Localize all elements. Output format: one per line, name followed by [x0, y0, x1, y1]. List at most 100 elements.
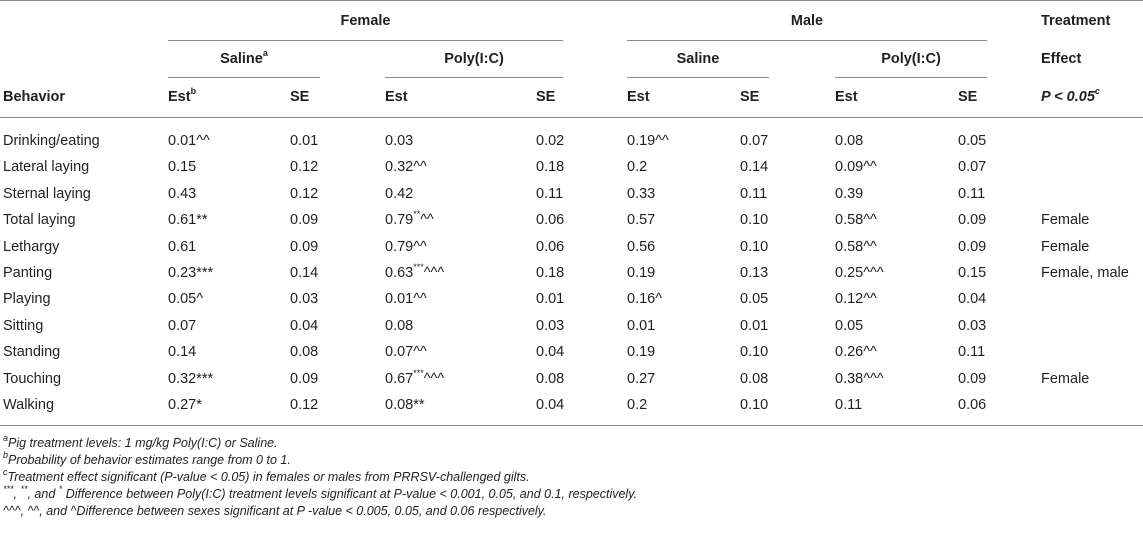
- behavior-cell: Lethargy: [3, 238, 60, 255]
- behavior-cell: Drinking/eating: [3, 133, 100, 149]
- male-poly-est-cell: 0.08: [835, 133, 864, 149]
- female-saline-est-cell: 0.07: [168, 317, 197, 334]
- male-poly-est-cell: 0.58^^: [835, 238, 877, 255]
- male-saline-se-cell: 0.01: [740, 317, 769, 334]
- male-poly-est-cell: 0.38^^^: [835, 370, 884, 387]
- female-saline-se-cell: 0.01: [290, 133, 319, 149]
- female-poly-est-cell: 0.63***^^^: [385, 262, 445, 281]
- male-poly-se-cell: 0.09: [958, 238, 987, 255]
- male-poly-se-cell: 0.09: [958, 212, 987, 229]
- behavior-cell: Sternal laying: [3, 185, 91, 202]
- f-sal-se-header: SE: [290, 89, 310, 105]
- female-saline-est-cell: 0.05^: [168, 291, 204, 308]
- male-saline-est-cell: 0.27: [627, 370, 656, 387]
- female-saline-se-cell: 0.08: [290, 344, 319, 361]
- female-poly-est-cell: 0.01^^: [385, 291, 427, 308]
- treatment-effect-cell: Female, male: [1041, 265, 1129, 281]
- treatment-effect-cell: Female: [1041, 212, 1090, 229]
- male-poly-underline: [835, 77, 987, 78]
- behavior-cell: Panting: [3, 265, 53, 281]
- male-saline-header: Saline: [676, 51, 720, 67]
- m-sal-se-header: SE: [740, 89, 760, 105]
- female-poly-se-cell: 0.04: [536, 397, 565, 413]
- female-poly-header: Poly(I:C): [444, 51, 504, 67]
- male-saline-se-cell: 0.05: [740, 291, 769, 308]
- female-poly-est-cell: 0.07^^: [385, 344, 427, 361]
- female-saline-est-cell: 0.32***: [168, 370, 214, 387]
- female-underline: [168, 40, 563, 41]
- male-poly-est-cell: 0.09^^: [835, 159, 877, 176]
- behavior-cell: Standing: [3, 344, 61, 361]
- treatment-effect-cell: Female: [1041, 370, 1090, 387]
- male-poly-est-cell: 0.11: [835, 397, 863, 413]
- footnotes: aPig treatment levels: 1 mg/kg Poly(I:C)…: [3, 432, 638, 520]
- female-saline-est-cell: 0.15: [168, 159, 197, 176]
- male-saline-est-cell: 0.2: [627, 397, 648, 413]
- female-saline-se-cell: 0.04: [290, 317, 319, 334]
- male-saline-se-cell: 0.10: [740, 238, 769, 255]
- behavior-cell: Playing: [3, 291, 51, 308]
- m-sal-est-header: Est: [627, 89, 650, 105]
- male-poly-est-cell: 0.05: [835, 317, 864, 334]
- behavior-cell: Sitting: [3, 317, 44, 334]
- male-saline-est-cell: 0.01: [627, 317, 656, 334]
- m-poly-se-header: SE: [958, 89, 978, 105]
- female-poly-se-cell: 0.03: [536, 317, 565, 334]
- male-poly-se-cell: 0.11: [958, 344, 986, 361]
- female-poly-est-cell: 0.32^^: [385, 159, 427, 176]
- male-poly-se-cell: 0.04: [958, 291, 987, 308]
- table-top-rule: [0, 0, 1143, 1]
- male-saline-est-cell: 0.56: [627, 238, 656, 255]
- f-poly-se-header: SE: [536, 89, 556, 105]
- male-underline: [627, 40, 987, 41]
- female-poly-se-cell: 0.02: [536, 133, 565, 149]
- female-poly-se-cell: 0.06: [536, 238, 565, 255]
- female-poly-se-cell: 0.04: [536, 344, 565, 361]
- female-poly-se-cell: 0.18: [536, 265, 565, 281]
- footnote-b: bProbability of behavior estimates range…: [3, 449, 291, 467]
- m-poly-est-header: Est: [835, 89, 858, 105]
- male-poly-est-cell: 0.58^^: [835, 212, 877, 229]
- treatment-header: Treatment: [1041, 13, 1111, 29]
- female-poly-est-cell: 0.03: [385, 133, 414, 149]
- pvalue-header: P < 0.05c: [1041, 86, 1100, 105]
- female-saline-se-cell: 0.09: [290, 238, 319, 255]
- female-group-header: Female: [340, 13, 391, 29]
- male-saline-se-cell: 0.07: [740, 133, 769, 149]
- female-poly-est-cell: 0.08**: [385, 397, 425, 413]
- female-saline-est-cell: 0.61: [168, 238, 197, 255]
- female-saline-est-cell: 0.61**: [168, 212, 208, 229]
- female-saline-se-cell: 0.12: [290, 159, 319, 176]
- f-poly-est-header: Est: [385, 89, 408, 105]
- male-saline-se-cell: 0.08: [740, 370, 769, 387]
- female-poly-est-cell: 0.42: [385, 185, 414, 202]
- f-sal-est-header: Estb: [168, 86, 197, 105]
- behavior-cell: Walking: [3, 397, 55, 413]
- male-poly-se-cell: 0.05: [958, 133, 987, 149]
- female-poly-se-cell: 0.11: [536, 185, 564, 202]
- male-poly-se-cell: 0.11: [958, 185, 986, 202]
- male-poly-se-cell: 0.06: [958, 397, 987, 413]
- female-saline-se-cell: 0.12: [290, 185, 319, 202]
- male-saline-se-cell: 0.14: [740, 159, 769, 176]
- footnote-a: aPig treatment levels: 1 mg/kg Poly(I:C)…: [3, 432, 278, 450]
- male-saline-est-cell: 0.19: [627, 344, 656, 361]
- male-saline-se-cell: 0.10: [740, 344, 769, 361]
- male-saline-est-cell: 0.2: [627, 159, 648, 176]
- male-saline-underline: [627, 77, 769, 78]
- female-poly-se-cell: 0.08: [536, 370, 565, 387]
- female-saline-est-cell: 0.01^^: [168, 133, 210, 149]
- male-poly-est-cell: 0.26^^: [835, 344, 877, 361]
- male-poly-se-cell: 0.07: [958, 159, 987, 176]
- female-poly-est-cell: 0.79^^: [385, 238, 427, 255]
- female-poly-est-cell: 0.79**^^: [385, 209, 434, 229]
- male-poly-se-cell: 0.03: [958, 317, 987, 334]
- female-saline-se-cell: 0.03: [290, 291, 319, 308]
- female-poly-est-cell: 0.67***^^^: [385, 367, 445, 387]
- male-poly-se-cell: 0.15: [958, 265, 987, 281]
- footnote-significance: ***, **, and * Difference between Poly(I…: [3, 483, 638, 501]
- female-saline-header: Salinea: [220, 48, 268, 67]
- behavior-cell: Total laying: [3, 212, 76, 229]
- footnote-c: cTreatment effect significant (P-value <…: [3, 466, 530, 484]
- male-saline-est-cell: 0.57: [627, 212, 656, 229]
